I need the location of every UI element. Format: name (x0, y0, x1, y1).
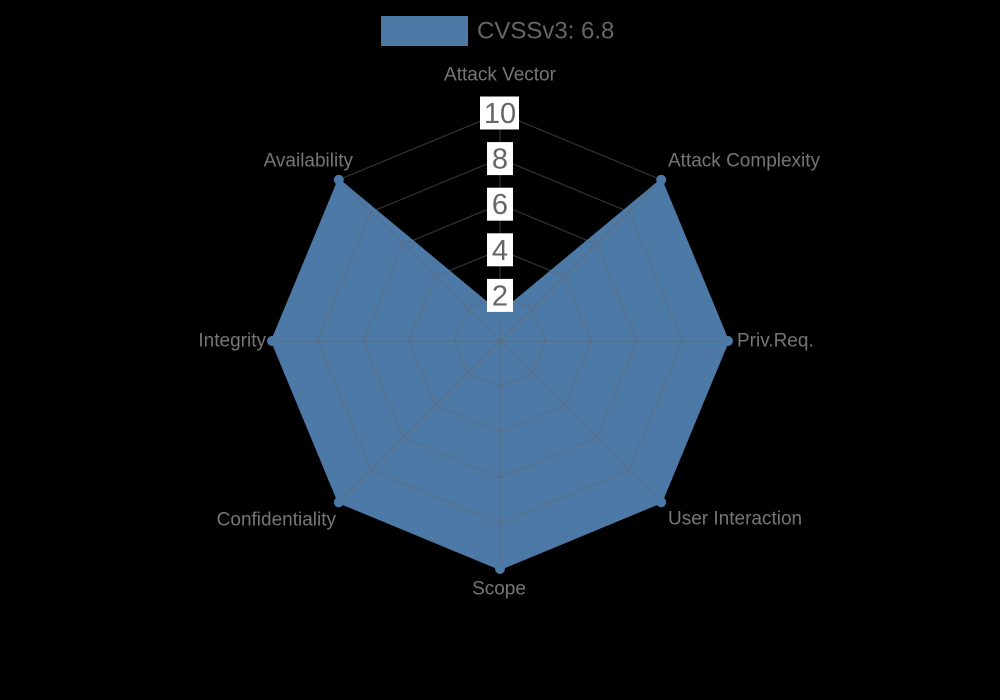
tick-box (487, 278, 513, 312)
tick-box (487, 233, 513, 267)
axis-label-priv-req: Priv.Req. (737, 331, 814, 352)
axis-label-scope: Scope (472, 579, 526, 600)
legend-swatch[interactable] (381, 16, 468, 46)
tick-box (487, 142, 513, 176)
data-point-marker (333, 497, 344, 508)
axis-spoke (338, 340, 501, 503)
legend-label[interactable]: CVSSv3: 6.8 (477, 18, 614, 45)
data-point-marker (495, 564, 505, 574)
axis-label-availability: Availability (264, 151, 354, 172)
tick-label: 6 (492, 189, 508, 221)
legend[interactable]: CVSSv3: 6.8 (381, 16, 614, 46)
radar-grid-layer (271, 112, 729, 570)
data-point-marker (267, 336, 277, 346)
data-point-marker (723, 336, 733, 346)
axis-spoke (499, 179, 662, 342)
tick-box (480, 96, 519, 130)
axis-label-user-interaction: User Interaction (668, 509, 802, 530)
radial-tick: 4 (487, 233, 513, 267)
tick-label: 8 (492, 144, 508, 176)
radial-tick: 2 (487, 278, 513, 312)
axis-label-confidentiality: Confidentiality (217, 510, 337, 531)
axis-spoke (338, 179, 501, 342)
axis-labels: Attack Vector Attack Complexity Priv.Req… (198, 65, 820, 600)
axis-label-attack-complexity: Attack Complexity (668, 151, 821, 172)
axis-spoke (499, 340, 662, 503)
data-point-marker (333, 174, 344, 185)
axis-label-attack-vector: Attack Vector (444, 65, 557, 86)
tick-label: 2 (492, 280, 508, 312)
radial-tick-labels: 10 8 6 4 2 (480, 96, 519, 312)
tick-box (487, 187, 513, 221)
data-point-marker (656, 497, 667, 508)
radial-tick: 6 (487, 187, 513, 221)
tick-label: 10 (484, 98, 516, 130)
tick-label: 4 (492, 235, 508, 267)
data-point-marker (656, 174, 667, 185)
radial-tick: 10 (480, 96, 519, 130)
axis-label-integrity: Integrity (198, 331, 266, 352)
radial-tick: 8 (487, 142, 513, 176)
